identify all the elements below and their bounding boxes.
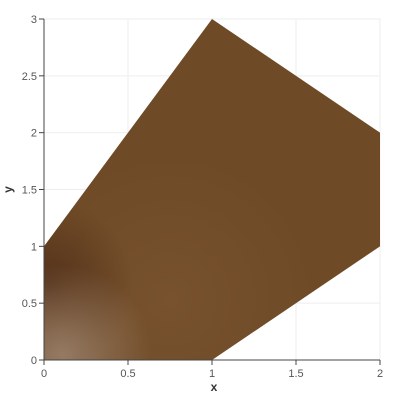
y-tick-label: 1.5 bbox=[22, 185, 37, 197]
ticks: 0 0.5 1 1.5 2 0 0.5 1 1.5 2 2.5 3 bbox=[22, 14, 383, 380]
y-tick-label: 0.5 bbox=[22, 298, 37, 310]
x-axis-title: x bbox=[211, 380, 218, 394]
plot-region bbox=[44, 19, 380, 360]
x-tick-label: 0 bbox=[41, 368, 47, 380]
y-tick-label: 2 bbox=[31, 128, 37, 140]
x-tick-label: 1 bbox=[209, 368, 215, 380]
y-axis-title: y bbox=[1, 186, 15, 193]
y-tick-label: 2.5 bbox=[22, 71, 37, 83]
region-shade-light bbox=[44, 19, 380, 360]
x-tick-label: 1.5 bbox=[288, 368, 303, 380]
y-tick-label: 1 bbox=[31, 241, 37, 253]
y-tick-label: 3 bbox=[31, 14, 37, 26]
x-tick-label: 0.5 bbox=[120, 368, 135, 380]
x-tick-label: 2 bbox=[377, 368, 383, 380]
y-tick-label: 0 bbox=[31, 355, 37, 367]
